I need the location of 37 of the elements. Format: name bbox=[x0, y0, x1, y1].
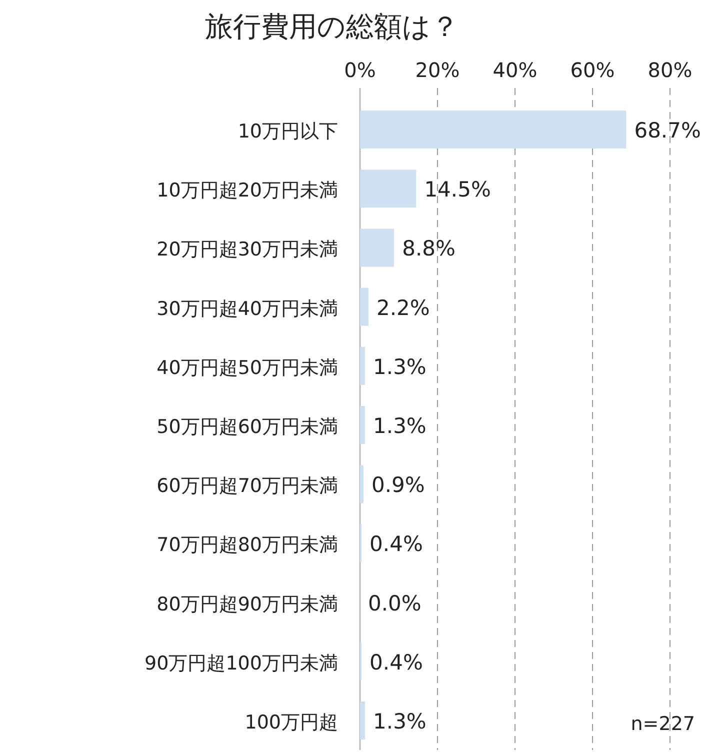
bar bbox=[360, 406, 366, 444]
data-label: 68.7% bbox=[634, 118, 701, 143]
y-tick-label: 40万円超50万円未満 bbox=[156, 356, 338, 379]
y-tick-label: 90万円超100万円未満 bbox=[144, 652, 338, 674]
data-label: 1.3% bbox=[373, 709, 426, 734]
x-tick-label: 60% bbox=[570, 58, 615, 82]
y-tick-label: 10万円以下 bbox=[238, 120, 338, 143]
data-label: 0.0% bbox=[368, 591, 422, 616]
x-tick-label: 20% bbox=[415, 58, 460, 82]
y-tick-label: 20万円超30万円未満 bbox=[156, 238, 338, 261]
x-tick-label: 40% bbox=[492, 58, 538, 82]
y-tick-label: 10万円超20万円未満 bbox=[156, 180, 338, 202]
data-label: 1.3% bbox=[373, 414, 426, 438]
data-label: 0.4% bbox=[370, 650, 423, 674]
data-label: 0.9% bbox=[371, 473, 425, 498]
data-label: 8.8% bbox=[402, 236, 456, 261]
y-tick-label: 60万円超70万円未満 bbox=[156, 475, 338, 498]
bar bbox=[360, 170, 416, 208]
data-label: 14.5% bbox=[424, 178, 491, 202]
data-label: 2.2% bbox=[376, 296, 430, 320]
y-tick-label: 100万円超 bbox=[244, 711, 338, 734]
chart-title: 旅行費用の総額は？ bbox=[205, 10, 459, 43]
bar bbox=[360, 228, 394, 267]
bar bbox=[360, 346, 366, 385]
data-label: 0.4% bbox=[370, 532, 423, 556]
y-tick-label: 50万円超60万円未満 bbox=[156, 416, 338, 438]
bar bbox=[360, 110, 626, 149]
x-tick-label: 80% bbox=[648, 58, 692, 82]
data-label: 1.3% bbox=[373, 354, 426, 379]
y-tick-label: 70万円超80万円未満 bbox=[156, 534, 338, 556]
bar bbox=[360, 465, 364, 504]
x-tick-label: 0% bbox=[344, 58, 376, 82]
y-tick-label: 30万円超40万円未満 bbox=[156, 298, 338, 320]
y-tick-label: 80万円超90万円未満 bbox=[156, 593, 338, 616]
bar bbox=[360, 288, 369, 326]
bar bbox=[360, 701, 366, 740]
annotation: n=227 bbox=[630, 713, 695, 735]
